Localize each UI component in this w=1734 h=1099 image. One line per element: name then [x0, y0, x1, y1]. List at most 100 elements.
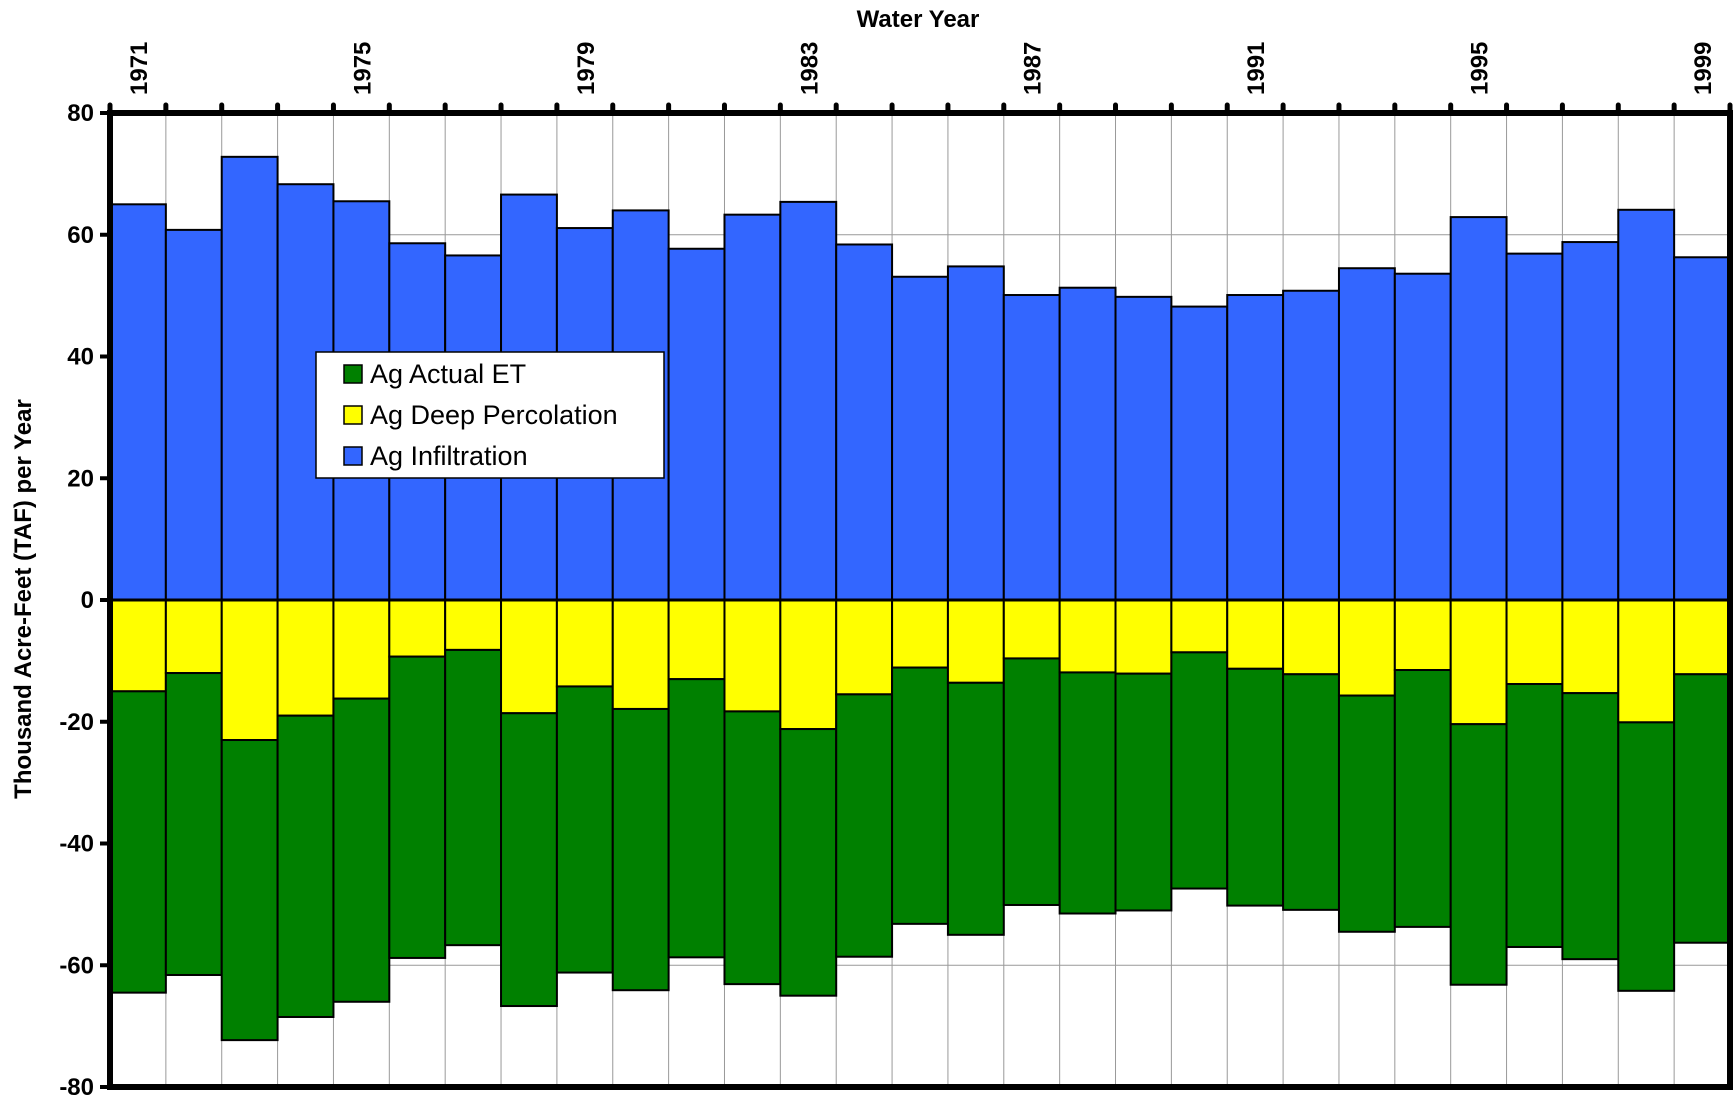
bar-ag-actual-et [1617, 721, 1676, 992]
y-tick-label: -40 [59, 831, 94, 858]
bar-ag-actual-et [1673, 673, 1732, 944]
bar-ag-infiltration [1561, 241, 1620, 601]
bar-ag-infiltration [276, 183, 335, 601]
bar-ag-actual-et [779, 728, 838, 997]
bar-ag-deep-percolation [891, 599, 949, 669]
y-tick-label: 20 [67, 465, 94, 492]
bar-ag-infiltration [164, 228, 223, 601]
bar-ag-deep-percolation [1114, 599, 1173, 675]
x-tick-label: 1995 [1467, 42, 1494, 95]
bar-ag-deep-percolation [1617, 599, 1676, 724]
y-tick-label: 40 [67, 344, 94, 371]
bar-ag-actual-et [1561, 692, 1620, 961]
bar-ag-infiltration [779, 200, 838, 601]
bar-ag-infiltration [1617, 208, 1676, 601]
bar-ag-deep-percolation [1673, 599, 1732, 676]
legend-swatch [343, 446, 363, 466]
x-tick-label: 1975 [349, 42, 376, 95]
bar-ag-actual-et [1002, 657, 1061, 906]
legend-box [315, 351, 665, 479]
legend-swatch [343, 405, 363, 425]
bar-ag-actual-et [500, 712, 558, 1008]
bar-ag-deep-percolation [1337, 599, 1396, 697]
ticks: -80 -60 -40 -20 0 20 40 60 80 1971 1975 1979 1983 198… [59, 42, 1733, 1099]
y-axis-title: Thousand Acre-Feet (TAF) per Year [10, 399, 37, 799]
bar-ag-infiltration [1170, 305, 1229, 601]
bar-ag-infiltration [1114, 295, 1173, 601]
x-axis-title: Water Year [857, 6, 980, 33]
x-tick-label: 1979 [573, 42, 600, 95]
bar-ag-deep-percolation [835, 599, 894, 696]
bar-ag-deep-percolation [276, 599, 335, 717]
bar-ag-actual-et [164, 672, 223, 976]
bar-ag-deep-percolation [667, 599, 726, 681]
bar-ag-infiltration [1505, 252, 1564, 601]
bar-ag-actual-et [1505, 683, 1564, 948]
bar-ag-infiltration [1002, 294, 1061, 601]
bar-ag-actual-et [1393, 669, 1452, 928]
bar-ag-deep-percolation [388, 599, 447, 658]
bar-ag-infiltration [1673, 256, 1732, 601]
bar-ag-deep-percolation [611, 599, 670, 710]
bar-ag-actual-et [1058, 671, 1117, 915]
bar-ag-deep-percolation [220, 599, 279, 742]
bar-ag-actual-et [1449, 723, 1508, 986]
bar-ag-infiltration [1393, 272, 1452, 601]
bar-ag-deep-percolation [1282, 599, 1340, 676]
bar-ag-actual-et [444, 648, 503, 947]
bar-ag-infiltration [835, 243, 894, 602]
bar-ag-actual-et [723, 710, 782, 986]
bar-ag-deep-percolation [1226, 599, 1285, 670]
bar-ag-deep-percolation [723, 599, 782, 713]
bar-ag-actual-et [1282, 673, 1340, 911]
bar-ag-actual-et [1114, 672, 1173, 912]
legend: Ag Actual ET Ag Deep Percolation Ag Infilt… [315, 351, 665, 479]
bar-ag-infiltration [1226, 294, 1285, 601]
y-tick-label: 60 [67, 222, 94, 249]
bar-ag-infiltration [1449, 216, 1508, 601]
legend-label: Ag Actual ET [370, 359, 526, 389]
bar-ag-infiltration [946, 265, 1005, 601]
bar-ag-actual-et [611, 707, 670, 992]
bar-ag-actual-et [1226, 667, 1285, 907]
bar-ag-actual-et [388, 655, 447, 959]
x-tick-label: 1971 [126, 42, 153, 95]
bar-ag-deep-percolation [555, 599, 614, 688]
bar-ag-deep-percolation [1449, 599, 1508, 726]
legend-label: Ag Infiltration [370, 441, 528, 471]
bar-ag-actual-et [109, 690, 167, 994]
bar-ag-deep-percolation [1561, 599, 1620, 695]
bar-ag-actual-et [667, 678, 726, 959]
bar-ag-infiltration [667, 247, 726, 601]
bar-ag-deep-percolation [1002, 599, 1061, 660]
bar-ag-deep-percolation [444, 599, 503, 651]
bar-ag-infiltration [109, 203, 167, 601]
y-tick-label: -60 [59, 952, 94, 979]
bar-ag-infiltration [723, 213, 782, 601]
bar-ag-deep-percolation [332, 599, 391, 700]
bar-ag-deep-percolation [946, 599, 1005, 684]
bar-ag-infiltration [1058, 286, 1117, 601]
bar-ag-deep-percolation [500, 599, 558, 715]
y-tick-label: -80 [59, 1074, 94, 1099]
bar-ag-deep-percolation [779, 599, 838, 731]
legend-swatch [343, 364, 363, 384]
bars [109, 155, 1732, 1042]
y-tick-label: -20 [59, 709, 94, 736]
y-tick-label: 0 [81, 587, 94, 614]
bar-ag-actual-et [1170, 651, 1229, 890]
x-tick-label: 1999 [1690, 42, 1717, 95]
bar-ag-deep-percolation [164, 599, 223, 675]
bar-ag-actual-et [1337, 694, 1396, 933]
bar-ag-deep-percolation [1505, 599, 1564, 686]
bar-ag-actual-et [276, 714, 335, 1018]
x-tick-label: 1983 [796, 42, 823, 95]
bar-ag-actual-et [555, 685, 614, 974]
bar-ag-actual-et [835, 693, 894, 958]
bar-ag-infiltration [220, 155, 279, 602]
bar-ag-infiltration [1337, 267, 1396, 601]
bar-ag-deep-percolation [1170, 599, 1229, 654]
y-tick-label: 80 [67, 100, 94, 127]
legend-label: Ag Deep Percolation [370, 400, 618, 430]
